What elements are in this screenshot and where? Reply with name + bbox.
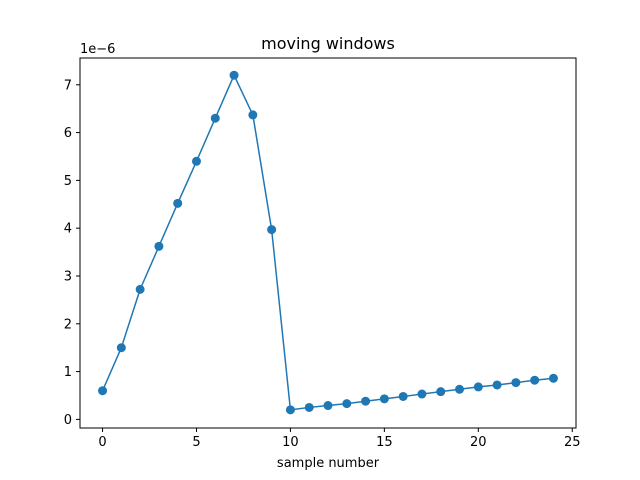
y-tick-label: 5 [64, 174, 72, 189]
data-point [304, 402, 314, 412]
data-point [361, 396, 371, 406]
y-tick-label: 3 [64, 269, 72, 284]
data-point [398, 391, 408, 401]
axis-ticks: 0 5 10 15 20 25 0 1 2 3 4 5 6 7 [64, 78, 581, 450]
y-offset-label: 1e−6 [80, 42, 115, 57]
data-point [191, 156, 201, 166]
x-tick-label: 10 [282, 435, 299, 450]
data-point [154, 241, 164, 251]
data-point [379, 394, 389, 404]
x-tick-label: 5 [192, 435, 200, 450]
series-line [101, 74, 554, 411]
series-layer [98, 70, 558, 415]
y-tick-label: 7 [64, 78, 72, 93]
data-point [135, 284, 145, 294]
chart-title: moving windows [261, 34, 395, 53]
data-point [323, 401, 333, 411]
data-point [492, 380, 502, 390]
data-point [417, 389, 427, 399]
y-tick-label: 2 [64, 317, 72, 332]
data-point [285, 405, 295, 415]
data-point [210, 113, 220, 123]
data-point [436, 387, 446, 397]
data-point [98, 386, 108, 396]
y-tick-label: 4 [64, 222, 72, 237]
y-tick-label: 0 [64, 413, 72, 428]
data-point [116, 343, 126, 353]
data-point [342, 399, 352, 409]
data-point [173, 198, 183, 208]
data-point [248, 110, 258, 120]
x-tick-label: 0 [98, 435, 106, 450]
data-point [229, 70, 239, 80]
y-tick-label: 1 [64, 365, 72, 380]
data-point [548, 373, 558, 383]
data-point [530, 375, 540, 385]
data-point [455, 384, 465, 394]
y-tick-label: 6 [64, 126, 72, 141]
x-tick-label: 25 [564, 435, 581, 450]
data-point [473, 382, 483, 392]
x-tick-label: 20 [470, 435, 487, 450]
x-axis-label: sample number [277, 456, 380, 471]
x-tick-label: 15 [376, 435, 393, 450]
plot-frame [79, 57, 577, 429]
data-point [267, 225, 277, 235]
data-point [511, 378, 521, 388]
